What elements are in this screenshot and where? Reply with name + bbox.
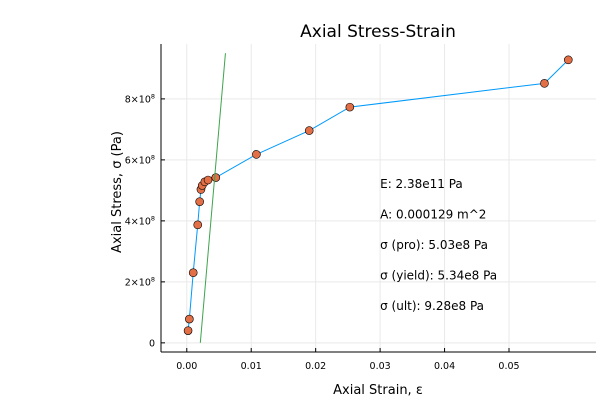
annotation-text: E: 2.38e11 Pa bbox=[380, 177, 463, 191]
x-tick-label: 0.01 bbox=[241, 361, 262, 372]
y-tick-label: 4×108 bbox=[125, 214, 155, 227]
y-tick-exponent: 8 bbox=[151, 92, 155, 100]
y-axis-label: Axial Stress, σ (Pa) bbox=[110, 131, 125, 253]
chart-title: Axial Stress-Strain bbox=[300, 22, 456, 42]
y-tick-base: 4×10 bbox=[125, 216, 151, 227]
series-line-0 bbox=[187, 59, 569, 331]
annotation-text: σ (ult): 9.28e8 Pa bbox=[380, 299, 484, 313]
data-point bbox=[185, 314, 194, 324]
data-point bbox=[193, 220, 203, 230]
x-tick-label: 0.03 bbox=[370, 361, 391, 372]
y-tick-label: 0 bbox=[149, 338, 155, 349]
data-point bbox=[345, 102, 355, 112]
y-tick-label: 8×108 bbox=[125, 92, 155, 105]
y-tick-base: 6×10 bbox=[125, 155, 151, 166]
data-point bbox=[195, 197, 204, 206]
data-point bbox=[203, 175, 213, 185]
annotation-text: σ (yield): 5.34e8 Pa bbox=[380, 268, 497, 282]
data-point bbox=[252, 150, 261, 159]
data-series bbox=[183, 53, 573, 343]
data-point bbox=[563, 55, 573, 65]
y-tick-base: 2×10 bbox=[125, 277, 151, 288]
data-point bbox=[183, 326, 193, 335]
axes bbox=[160, 44, 596, 353]
annotations: E: 2.38e11 Pa A: 0.000129 m^2 σ (pro): 5.0… bbox=[380, 177, 497, 313]
y-tick-exponent: 8 bbox=[151, 275, 155, 283]
data-point bbox=[304, 126, 314, 135]
annotation-text: A: 0.000129 m^2 bbox=[380, 207, 486, 221]
x-axis-label: Axial Strain, ε bbox=[333, 383, 423, 398]
series-line-2 bbox=[199, 53, 226, 343]
x-tick-label: 0.02 bbox=[305, 361, 326, 372]
x-tick-label: 0.04 bbox=[434, 361, 455, 372]
y-tick-label: 6×108 bbox=[125, 153, 155, 166]
data-point bbox=[211, 173, 221, 182]
y-tick-label: 2×108 bbox=[125, 275, 155, 288]
grid-lines bbox=[161, 44, 596, 352]
y-tick-base: 8×10 bbox=[125, 94, 151, 105]
y-tick-exponent: 8 bbox=[151, 214, 155, 222]
annotation-text: σ (pro): 5.03e8 Pa bbox=[380, 238, 488, 252]
y-tick-exponent: 8 bbox=[151, 153, 155, 161]
x-tick-label: 0.05 bbox=[498, 361, 519, 372]
data-point bbox=[540, 79, 549, 88]
x-tick-label: 0.00 bbox=[176, 361, 197, 372]
y-tick-base: 0 bbox=[149, 338, 155, 349]
tick-labels: 0.00 0.01 0.02 0.03 0.04 0.0502×1084×1086×108… bbox=[125, 92, 520, 372]
data-point bbox=[188, 268, 198, 278]
